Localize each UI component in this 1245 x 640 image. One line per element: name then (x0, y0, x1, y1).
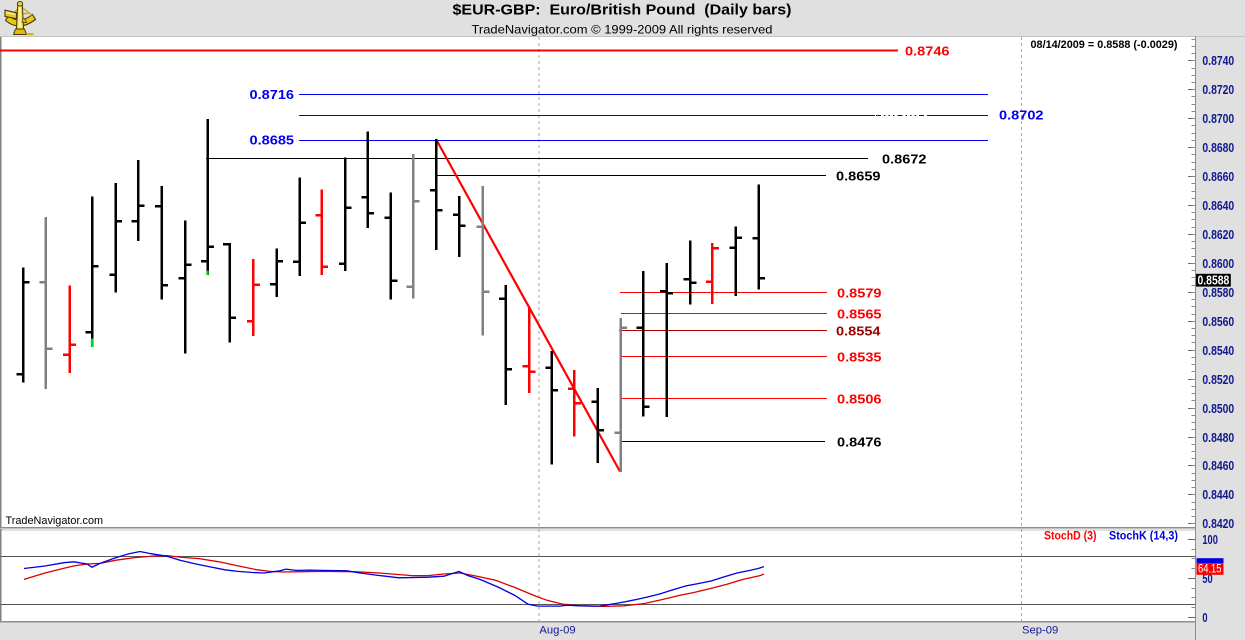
svg-text:0.8580: 0.8580 (1202, 285, 1234, 300)
svg-text:0.8680: 0.8680 (1202, 140, 1234, 155)
svg-text:0.8535: 0.8535 (837, 350, 882, 365)
svg-text:0.8588: 0.8588 (1198, 273, 1230, 288)
svg-text:08/14/2009 = 0.8588 (-0.0029): 08/14/2009 = 0.8588 (-0.0029) (1031, 39, 1178, 51)
svg-text:0.8476: 0.8476 (837, 435, 882, 450)
svg-text:0.8506: 0.8506 (837, 392, 882, 407)
svg-text:0.8480: 0.8480 (1202, 430, 1234, 445)
svg-text:0.8565: 0.8565 (837, 307, 882, 322)
svg-text:0.8620: 0.8620 (1202, 227, 1234, 242)
svg-text:50: 50 (1202, 571, 1212, 586)
svg-text:TradeNavigator.com © 1999-2009: TradeNavigator.com © 1999-2009 All right… (472, 23, 773, 37)
svg-text:0.8540: 0.8540 (1202, 343, 1234, 358)
svg-text:0.8420: 0.8420 (1202, 516, 1234, 531)
svg-text:0.8660: 0.8660 (1202, 169, 1234, 184)
svg-text:0.8716: 0.8716 (250, 87, 295, 102)
svg-text:StochD (3): StochD (3) (1044, 529, 1097, 543)
svg-text:0.8700: 0.8700 (1202, 111, 1234, 126)
svg-text:64.15: 64.15 (1198, 562, 1222, 576)
svg-text:100: 100 (1202, 532, 1218, 547)
svg-text:0: 0 (1202, 610, 1207, 625)
svg-text:0.8640: 0.8640 (1202, 198, 1234, 213)
svg-text:0.8746: 0.8746 (905, 44, 950, 59)
svg-text:0.8554: 0.8554 (836, 324, 882, 339)
svg-text:0.8702: 0.8702 (999, 108, 1044, 123)
svg-text:0.8685: 0.8685 (250, 133, 295, 148)
svg-text:0.8500: 0.8500 (1202, 401, 1234, 416)
svg-text:0.8440: 0.8440 (1202, 487, 1234, 502)
svg-text:TradeNavigator.com: TradeNavigator.com (6, 515, 104, 527)
svg-text:0.8579: 0.8579 (837, 286, 882, 301)
svg-text:0.8560: 0.8560 (1202, 314, 1234, 329)
svg-text:0.8460: 0.8460 (1202, 458, 1234, 473)
svg-text:0.8659: 0.8659 (836, 169, 881, 184)
svg-text:0.8720: 0.8720 (1202, 82, 1234, 97)
svg-text:StochK (14,3): StochK (14,3) (1109, 529, 1178, 543)
svg-text:Aug-09: Aug-09 (539, 625, 575, 637)
svg-text:0.8520: 0.8520 (1202, 372, 1234, 387)
svg-text:$EUR-GBP: Euro/British Pound: $EUR-GBP: Euro/British Pound (Daily bars… (453, 2, 792, 19)
svg-text:Sep-09: Sep-09 (1022, 625, 1058, 637)
svg-text:0.8740: 0.8740 (1202, 53, 1234, 68)
svg-text:0.8672: 0.8672 (882, 152, 927, 167)
svg-text:0.8600: 0.8600 (1202, 256, 1234, 271)
